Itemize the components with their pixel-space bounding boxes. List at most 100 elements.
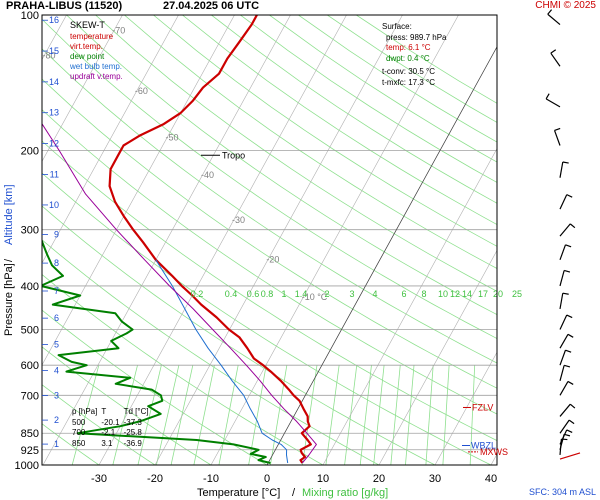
isotherm-label: -30	[232, 215, 245, 225]
legend-virt-temp: virt.temp.	[70, 42, 103, 51]
altitude-axis-title: Altitude [km]	[3, 184, 15, 245]
dry-adiabat	[42, 18, 497, 340]
altitude-tick-label: 5	[54, 340, 59, 350]
x-tick-label: 20	[373, 473, 385, 485]
pressure-tick-label: 850	[21, 428, 39, 440]
wind-barb-flag	[561, 438, 568, 441]
isotherm-label: -60	[135, 86, 148, 96]
mixing-ratio-label: 0.4	[225, 289, 238, 299]
wind-barb-flag	[566, 429, 573, 433]
dry-adiabat	[211, 15, 497, 204]
altitude-tick-label: 9	[54, 229, 59, 239]
wind-barb	[559, 223, 571, 237]
x-tick-label: 30	[429, 473, 441, 485]
pressure-tick-label: 300	[21, 225, 39, 237]
wind-barb	[559, 419, 570, 434]
dry-adiabat	[124, 15, 497, 269]
wind-barb	[559, 349, 567, 366]
mixing-ratio-line	[469, 365, 476, 465]
series-temperature	[108, 15, 312, 464]
wind-barb-flag	[565, 349, 572, 353]
table-header-td: Td [°C]	[123, 407, 149, 416]
mixing-ratio-line	[325, 365, 340, 465]
x-axis-mix-title: Mixing ratio [g/kg]	[302, 487, 388, 499]
station-title: PRAHA-LIBUS (11520)	[6, 0, 123, 12]
zero-isotherm	[266, 46, 497, 465]
altitude-tick-label: 4	[54, 365, 59, 375]
dry-adiabat	[298, 15, 497, 143]
dry-adiabat	[42, 109, 497, 415]
surface-tconv: t-conv: 30.5 °C	[382, 67, 435, 76]
pressure-axis-title: Pressure [hPa]	[3, 263, 15, 336]
mixing-ratio-label: 25	[512, 289, 522, 299]
wind-barb	[550, 52, 561, 67]
legend: SKEW-T temperature virt.temp. dew point …	[70, 20, 123, 82]
isotherm-label: -70	[112, 26, 125, 36]
plot-area	[42, 15, 497, 465]
levels-table: p [hPa] T Td [°C] 500 -20.1 -37.3 700 -2…	[72, 407, 153, 449]
table-cell: 700	[72, 428, 86, 437]
dry-adiabat	[66, 15, 497, 316]
mixing-ratio-label: 4	[372, 289, 377, 299]
isotherm-line	[154, 15, 403, 465]
pressure-tick-label: 200	[21, 145, 39, 157]
isotherm-line	[42, 15, 291, 465]
mixing-ratio-label: 0.6	[247, 289, 260, 299]
wind-barb	[545, 98, 561, 108]
mixing-ratio-label: 8	[421, 289, 426, 299]
x-tick-label: 10	[317, 473, 329, 485]
legend-title: SKEW-T	[70, 20, 105, 30]
isotherm-label: -40	[201, 170, 214, 180]
wbzl-label: WBZL	[471, 440, 496, 450]
table-row: 500 -20.1 -37.3	[72, 418, 153, 429]
dry-adiabat	[42, 48, 497, 364]
altitude-tick-label: 2	[54, 415, 59, 425]
altitude-tick-label: 11	[50, 170, 59, 180]
table-header-p: p [hPa]	[72, 407, 98, 416]
mixing-ratio-line	[373, 365, 385, 465]
mxws-label: MXWS	[480, 447, 508, 457]
wind-barb-flag	[566, 314, 573, 319]
plot-frame	[41, 14, 498, 466]
wind-barb-flag	[568, 419, 575, 425]
surface-panel: Surface: press: 989.7 hPa temp: 6.1 °C d…	[382, 22, 446, 88]
mixing-ratio-line	[193, 365, 215, 465]
wind-barb-flag	[547, 9, 553, 15]
table-cell: -25.8	[123, 428, 142, 437]
wind-barb-flag	[569, 223, 576, 229]
wind-barb-flag	[562, 161, 569, 164]
altitude-tick-label: 3	[54, 391, 59, 401]
table-cell: -2.1	[101, 428, 116, 437]
altitude-tick-label: 7	[54, 286, 59, 296]
series-updraft-v-temp	[42, 122, 317, 464]
mixing-ratio-line	[155, 365, 180, 465]
isotherm-line	[322, 148, 497, 465]
copyright: CHMI © 2025	[535, 0, 596, 11]
wind-barb	[553, 130, 561, 146]
dry-adiabat	[42, 205, 436, 465]
sfc-label: SFC: 304 m ASL	[529, 487, 596, 497]
table-row: 700 -2.1 -25.8	[72, 428, 153, 439]
legend-wet-bulb: wet bulb temp.	[70, 62, 123, 71]
series-wet-bulb-temp	[155, 259, 289, 464]
legend-temperature: temperature	[70, 32, 114, 41]
isotherm-line	[42, 15, 179, 264]
altitude-tick-label: 13	[49, 108, 59, 118]
wind-barb	[559, 244, 567, 261]
altitude-tick-label: 15	[49, 46, 59, 56]
table-header-t: T	[101, 407, 107, 416]
mixing-ratio-line	[112, 365, 138, 465]
pressure-tick-label: 400	[21, 281, 39, 293]
pressure-tick-label: 925	[21, 445, 39, 457]
wind-barb-flag	[563, 364, 571, 368]
isotherm-label: -20	[266, 255, 279, 265]
wind-barb	[559, 161, 564, 178]
x-tick-label: -30	[91, 473, 107, 485]
table-cell: 500	[72, 417, 86, 427]
wind-barb	[559, 270, 565, 287]
wind-barb	[559, 314, 568, 330]
wind-barb	[559, 381, 569, 396]
wind-barb	[559, 194, 568, 210]
wind-barb-flag	[562, 292, 569, 295]
